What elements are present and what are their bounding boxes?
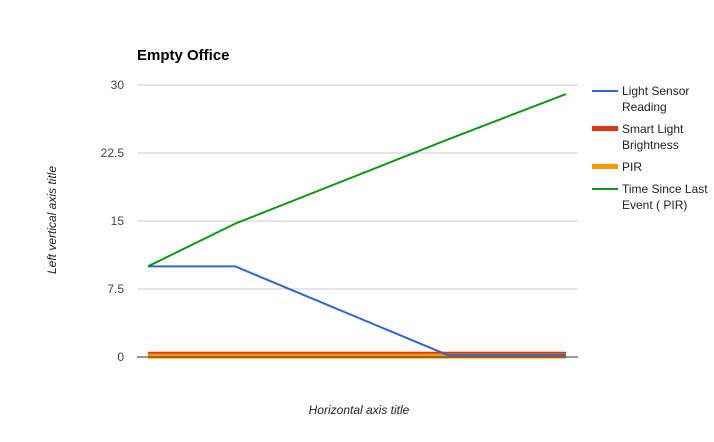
legend-item-time-since-event: Time Since Last Event ( PIR) (592, 181, 712, 213)
legend-label-smart-light: Smart Light Brightness (622, 122, 684, 152)
legend-swatch-pir (592, 164, 618, 169)
legend: Light Sensor Reading Smart Light Brightn… (592, 83, 712, 219)
legend-item-pir: PIR (592, 159, 712, 175)
y-tick-label: 30 (111, 78, 125, 92)
legend-swatch-smart-light (592, 126, 618, 131)
y-tick-label: 7.5 (107, 282, 124, 296)
legend-item-light-sensor: Light Sensor Reading (592, 83, 712, 115)
legend-swatch-light-sensor (592, 90, 618, 92)
y-tick-label: 15 (111, 214, 125, 228)
legend-item-smart-light: Smart Light Brightness (592, 121, 712, 153)
y-tick-label: 0 (117, 350, 124, 364)
legend-label-pir: PIR (622, 160, 643, 174)
series-line (147, 93, 567, 268)
y-tick-label: 22.5 (101, 146, 125, 160)
y-axis-title: Left vertical axis title (45, 165, 59, 275)
series-line (148, 265, 566, 357)
chart-title: Empty Office (137, 47, 230, 64)
legend-label-time-since-event: Time Since Last Event ( PIR) (622, 182, 708, 212)
x-axis-title: Horizontal axis title (308, 403, 410, 417)
legend-swatch-time-since-event (592, 188, 618, 190)
legend-label-light-sensor: Light Sensor Reading (622, 84, 690, 114)
